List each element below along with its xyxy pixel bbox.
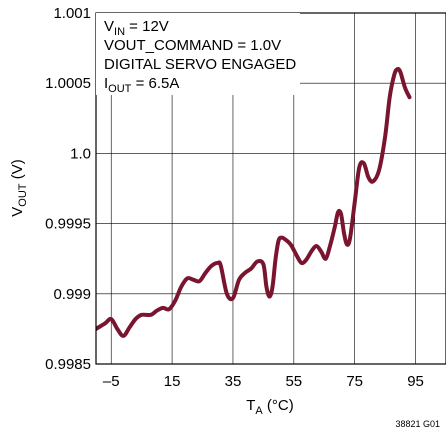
x-tick-labels: –5 15 35 55 75 95 — [103, 373, 424, 390]
y-tick-label: 0.999 — [53, 286, 91, 303]
y-tick-label: 1.0005 — [45, 75, 91, 92]
y-axis-title: VOUT (V) — [9, 159, 29, 216]
vout-series-line — [96, 66, 412, 338]
y-tick-label: 1.0 — [70, 145, 91, 162]
x-tick-label: 55 — [285, 373, 302, 390]
x-tick-label: 35 — [225, 373, 242, 390]
x-axis-title: TA (°C) — [246, 397, 294, 417]
x-tick-label: 95 — [407, 373, 424, 390]
x-tick-label: –5 — [103, 373, 120, 390]
y-tick-label: 1.001 — [53, 5, 91, 22]
annotation-iout: IOUT = 6.5A — [104, 75, 179, 95]
figure-code: 38821 G01 — [395, 419, 440, 429]
annotation-servo: DIGITAL SERVO ENGAGED — [104, 56, 296, 73]
y-tick-label: 0.9995 — [45, 216, 91, 233]
y-tick-label: 0.9985 — [45, 356, 91, 373]
x-tick-label: 75 — [346, 373, 363, 390]
x-tick-label: 15 — [164, 373, 181, 390]
y-tick-labels: 0.9985 0.999 0.9995 1.0 1.0005 1.001 — [45, 5, 91, 373]
annotation-box — [96, 13, 300, 95]
annotation-vout-command: VOUT_COMMAND = 1.0V — [104, 37, 281, 54]
annotation-vin: VIN = 12V — [104, 18, 169, 38]
